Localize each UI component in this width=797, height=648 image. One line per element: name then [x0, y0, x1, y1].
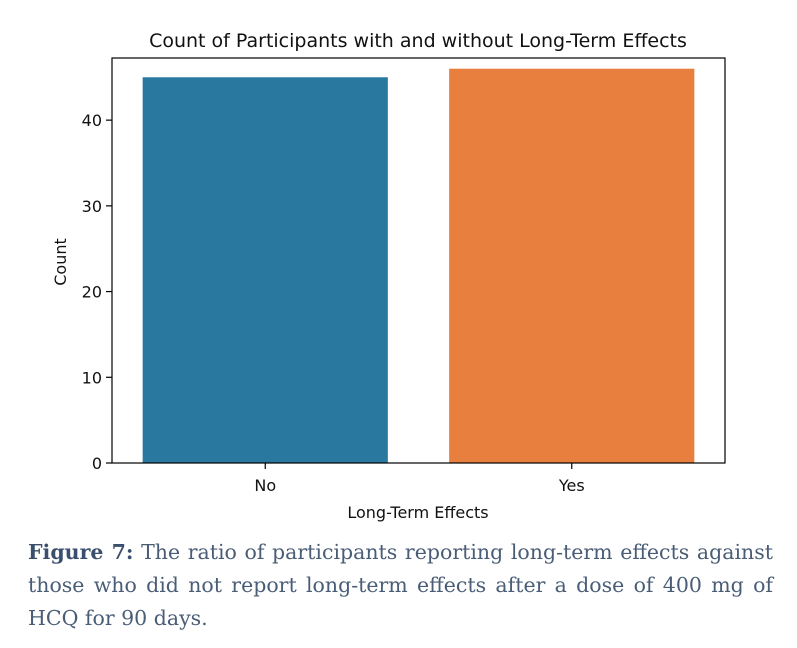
bars — [142, 68, 695, 464]
figure-label: Figure 7: — [28, 540, 134, 564]
x-axis: No Yes — [254, 463, 585, 495]
x-tick-label: No — [254, 476, 276, 495]
y-tick-label: 0 — [92, 454, 102, 473]
chart-title: Count of Participants with and without L… — [149, 30, 687, 52]
y-tick-label: 30 — [82, 197, 102, 216]
y-tick-label: 40 — [82, 111, 102, 130]
bar-no — [142, 77, 388, 464]
y-tick-label: 10 — [82, 368, 102, 387]
plot-frame — [111, 57, 726, 464]
y-axis-label: Count — [51, 238, 70, 286]
bar-yes — [449, 68, 695, 463]
x-axis-label: Long-Term Effects — [347, 503, 488, 522]
bar-chart: Count of Participants with and without L… — [51, 30, 726, 522]
figure-caption: Figure 7: The ratio of participants repo… — [28, 536, 773, 635]
caption-text: The ratio of participants reporting long… — [28, 540, 773, 630]
x-tick-label: Yes — [558, 476, 585, 495]
y-tick-label: 20 — [82, 283, 102, 302]
y-axis: 0 10 20 30 40 — [82, 111, 112, 473]
